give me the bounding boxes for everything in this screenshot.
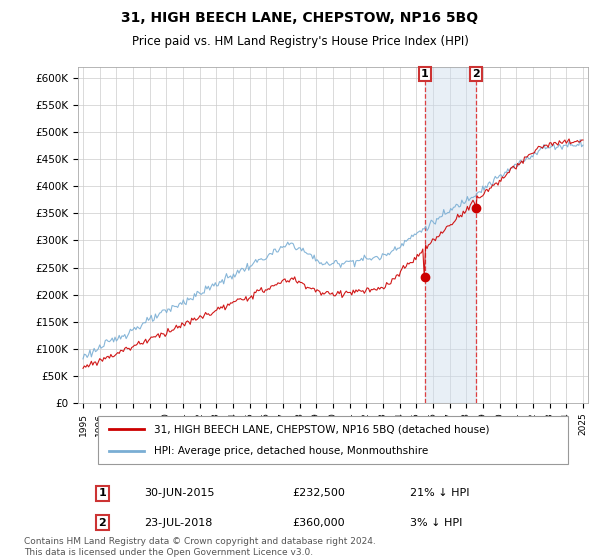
Text: 2: 2 [472,69,480,79]
Text: 2: 2 [98,517,106,528]
Text: 30-JUN-2015: 30-JUN-2015 [145,488,215,498]
Text: 3% ↓ HPI: 3% ↓ HPI [409,517,462,528]
Text: £360,000: £360,000 [292,517,345,528]
Text: This data is licensed under the Open Government Licence v3.0.: This data is licensed under the Open Gov… [24,548,313,557]
Text: 21% ↓ HPI: 21% ↓ HPI [409,488,469,498]
Text: 23-JUL-2018: 23-JUL-2018 [145,517,212,528]
Text: 1: 1 [421,69,428,79]
Text: 31, HIGH BEECH LANE, CHEPSTOW, NP16 5BQ (detached house): 31, HIGH BEECH LANE, CHEPSTOW, NP16 5BQ … [155,424,490,435]
Bar [425,67,476,403]
Bar [98,416,568,464]
Text: 31, HIGH BEECH LANE, CHEPSTOW, NP16 5BQ: 31, HIGH BEECH LANE, CHEPSTOW, NP16 5BQ [121,11,479,25]
Text: HPI: Average price, detached house, Monmouthshire: HPI: Average price, detached house, Monm… [155,446,429,456]
Text: 1: 1 [98,488,106,498]
Text: £232,500: £232,500 [292,488,345,498]
Text: Price paid vs. HM Land Registry's House Price Index (HPI): Price paid vs. HM Land Registry's House … [131,35,469,48]
Text: Contains HM Land Registry data © Crown copyright and database right 2024.: Contains HM Land Registry data © Crown c… [24,537,376,546]
